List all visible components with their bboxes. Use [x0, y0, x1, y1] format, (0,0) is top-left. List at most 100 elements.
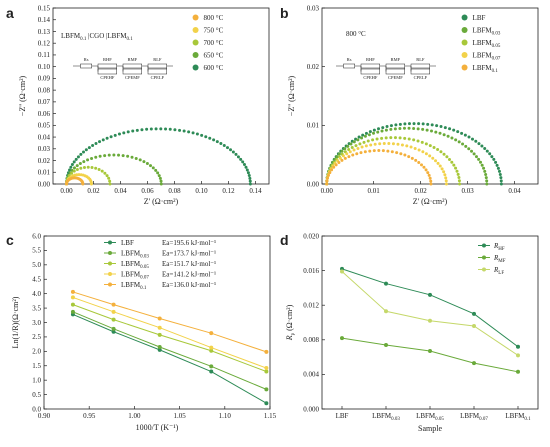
panel-b-data-point	[390, 150, 394, 154]
panel-c-data-point	[209, 369, 214, 374]
panel-c-series-line	[72, 311, 267, 390]
panel-d-ytick-label: 0.020	[303, 232, 319, 240]
panel-c-data-point	[209, 345, 214, 350]
panel-a-legend-marker	[192, 64, 199, 71]
panel-a-data-point	[187, 130, 191, 134]
panel-c-legend-marker	[108, 272, 112, 276]
panel-a-legend-label: 600 °C	[204, 64, 224, 72]
panel-a-data-point	[74, 157, 78, 161]
panel-a-circuit-r	[122, 63, 142, 69]
panel-b-data-point	[412, 122, 416, 126]
panel-a-xtick-label: 0.02	[87, 187, 100, 195]
panel-c-ytick-label: 0.5	[32, 391, 41, 399]
panel-b-data-point	[376, 130, 380, 134]
panel-a-xtick-label: 0.12	[222, 187, 235, 195]
panel-a-data-point	[219, 142, 223, 146]
panel-d-legend-marker	[482, 267, 486, 272]
panel-d-legend-label: RLF	[493, 266, 504, 276]
panel-b-xtick-label: 0.02	[414, 187, 427, 195]
panel-b-data-point	[450, 136, 454, 140]
panel-a-annotation: LBFM0.1 |CGO |LBFM0.1	[61, 32, 133, 42]
panel-b-data-point	[442, 133, 446, 137]
panel-b-data-point	[463, 133, 467, 137]
panel-b-data-point	[472, 152, 476, 156]
panel-a-data-point	[107, 176, 111, 180]
panel-b-legend-label: LBFM0.05	[473, 39, 501, 49]
panel-c-ytick-label: 3.5	[32, 304, 41, 312]
chart-panel-b: 0.00 0.01 0.02 0.03 0.04 0.00 0.01 0.02 0.03 Z' (…	[287, 4, 539, 206]
panel-b-circuit-r	[385, 63, 405, 69]
panel-d-series-line	[341, 271, 519, 356]
panel-a-data-point	[244, 165, 248, 169]
panel-a-circuit-cpe	[97, 68, 117, 75]
panel-b-data-point	[443, 126, 447, 130]
panel-a-ytick-label: 0.14	[38, 16, 51, 24]
panel-b-data-point	[345, 152, 349, 156]
panel-c-series-line	[72, 313, 267, 404]
panel-b-legend-marker	[461, 27, 468, 33]
panel-a-data-point	[98, 154, 102, 158]
panel-b-circuit-cpe	[385, 68, 405, 75]
panel-d-ytick-label: 0.000	[303, 405, 319, 413]
panel-a-data-point	[145, 127, 149, 131]
panel-a-circuit-label: CPEHF	[100, 75, 115, 80]
panel-b-xtick-label: 0.01	[368, 187, 381, 195]
panel-d-data-point	[516, 369, 520, 374]
panel-a-data-point	[89, 182, 93, 186]
panel-b-data-point	[429, 129, 433, 133]
panel-a-data-point	[103, 171, 107, 175]
panel-d-legend-marker	[482, 243, 486, 248]
panel-a-data-point	[90, 156, 94, 160]
panel-b-xtick-label: 0.03	[461, 187, 474, 195]
panel-a-data-point	[126, 154, 130, 158]
panel-c-data-point	[70, 295, 75, 300]
panel-b-data-point	[416, 139, 420, 143]
panel-b-data-point	[429, 182, 433, 186]
panel-c-legend-marker	[108, 282, 112, 287]
panel-b-data-point	[482, 166, 486, 170]
panel-b-data-point	[443, 173, 447, 177]
panel-c-ytick-label: 0.0	[32, 405, 41, 413]
panel-a-data-point	[98, 140, 102, 144]
panel-a-data-point	[157, 174, 161, 178]
panel-b-data-point	[363, 150, 367, 154]
panel-a-data-point	[208, 136, 212, 140]
panel-b-data-point	[458, 182, 462, 186]
panel-a-data-point	[68, 168, 72, 172]
panel-a-data-point	[109, 135, 113, 139]
panel-d-series-line	[341, 337, 519, 373]
panel-c-legend-ea: Ea=151.7 kJ·mol⁻¹	[162, 260, 216, 268]
panel-b-data-point	[382, 142, 386, 146]
panel-b-data-point	[325, 179, 329, 183]
panel-b-data-point	[488, 152, 492, 156]
panel-b-data-point	[485, 179, 489, 183]
panel-d-ytick-label: 0.008	[303, 336, 319, 344]
panel-b-data-point	[457, 179, 461, 183]
panel-b-data-point	[400, 143, 404, 147]
panel-d-ytick-label: 0.012	[303, 302, 319, 310]
panel-b-data-point	[371, 138, 375, 142]
panel-a-data-point	[222, 144, 226, 148]
panel-a-data-point	[70, 171, 74, 175]
panel-b-data-point	[326, 173, 330, 177]
panel-b-legend-marker	[461, 39, 468, 46]
panel-a-data-point	[195, 132, 199, 136]
panel-b-legend-label: LBF	[473, 14, 486, 22]
panel-b-y-axis-label: −Z'' (Ω·cm²)	[287, 75, 296, 116]
panel-c-data-point	[111, 302, 116, 307]
panel-a-ytick-label: 0.12	[38, 40, 51, 48]
panel-b-data-point	[428, 176, 432, 180]
panel-b-data-point	[485, 182, 489, 186]
panel-a-ytick-label: 0.06	[38, 110, 51, 118]
panel-a-ytick-label: 0.03	[38, 145, 51, 153]
panel-b-ytick-label: 0.02	[307, 63, 320, 71]
panel-b-data-point	[428, 144, 432, 148]
panel-d-legend-label: RHF	[493, 242, 505, 252]
panel-b-data-point	[442, 170, 446, 174]
panel-b-data-point	[368, 149, 372, 153]
panel-b-data-point	[474, 155, 478, 159]
panel-a-x-axis-label: Z' (Ω·cm²)	[144, 197, 179, 206]
panel-b-data-point	[349, 142, 353, 146]
panel-b-data-point	[348, 150, 352, 154]
